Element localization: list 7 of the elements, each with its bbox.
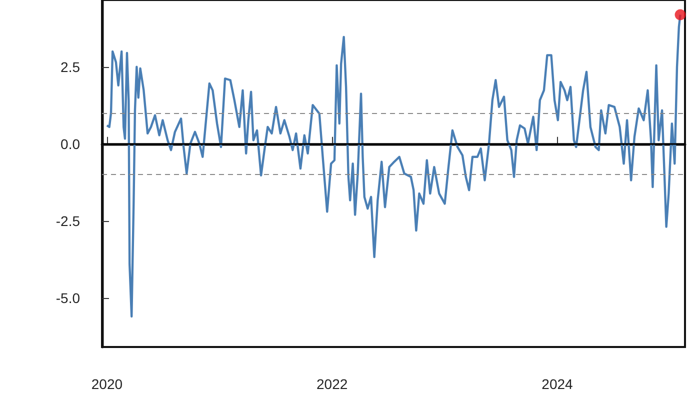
x-tick-label: 2020 — [91, 376, 123, 392]
y-tick-label: -5.0 — [56, 290, 80, 306]
y-tick-label: -2.5 — [56, 212, 80, 229]
x-tick-label: 2024 — [542, 376, 574, 392]
y-tick-label: 0.0 — [60, 136, 80, 152]
y-tick-label: 2.5 — [60, 58, 80, 75]
x-tick-label: 2022 — [316, 376, 348, 392]
